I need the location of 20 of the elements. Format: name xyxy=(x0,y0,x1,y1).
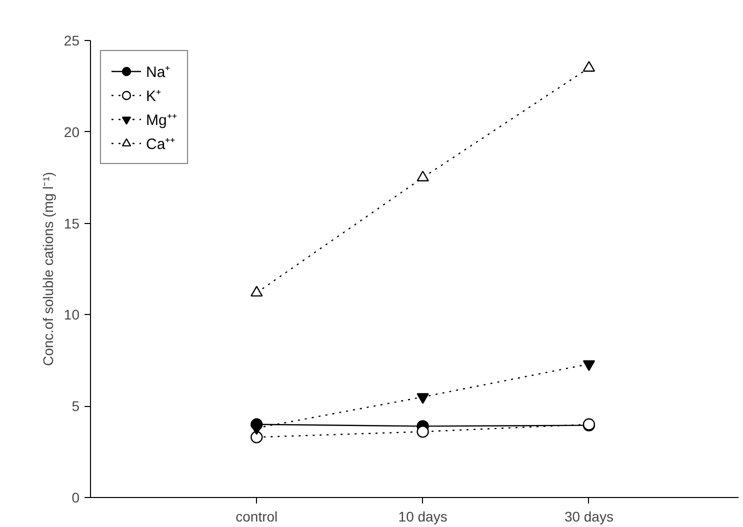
legend-label: K⁺ xyxy=(146,87,162,105)
y-tick-label: 20 xyxy=(64,124,80,140)
legend-label: Mg⁺⁺ xyxy=(146,111,177,129)
x-tick-label: 30 days xyxy=(564,508,614,524)
x-tick-label: control xyxy=(236,508,278,524)
point xyxy=(416,426,429,438)
point xyxy=(250,286,263,297)
legend-label: Ca⁺⁺ xyxy=(146,135,176,153)
point xyxy=(250,431,263,444)
y-tick-label: 0 xyxy=(72,490,80,506)
point xyxy=(416,170,429,182)
point xyxy=(250,424,263,435)
y-tick-label: 25 xyxy=(64,32,80,48)
legend-label: Na⁺ xyxy=(146,63,170,81)
y-tick-label: 10 xyxy=(64,306,80,323)
point xyxy=(582,60,596,72)
y-tick-label: 5 xyxy=(72,398,80,414)
x-tick-label: 10 days xyxy=(398,508,448,524)
y-tick-label: 15 xyxy=(64,215,80,232)
y-axis-title: Conc.of soluble cations (mg l⁻¹) xyxy=(40,172,56,366)
